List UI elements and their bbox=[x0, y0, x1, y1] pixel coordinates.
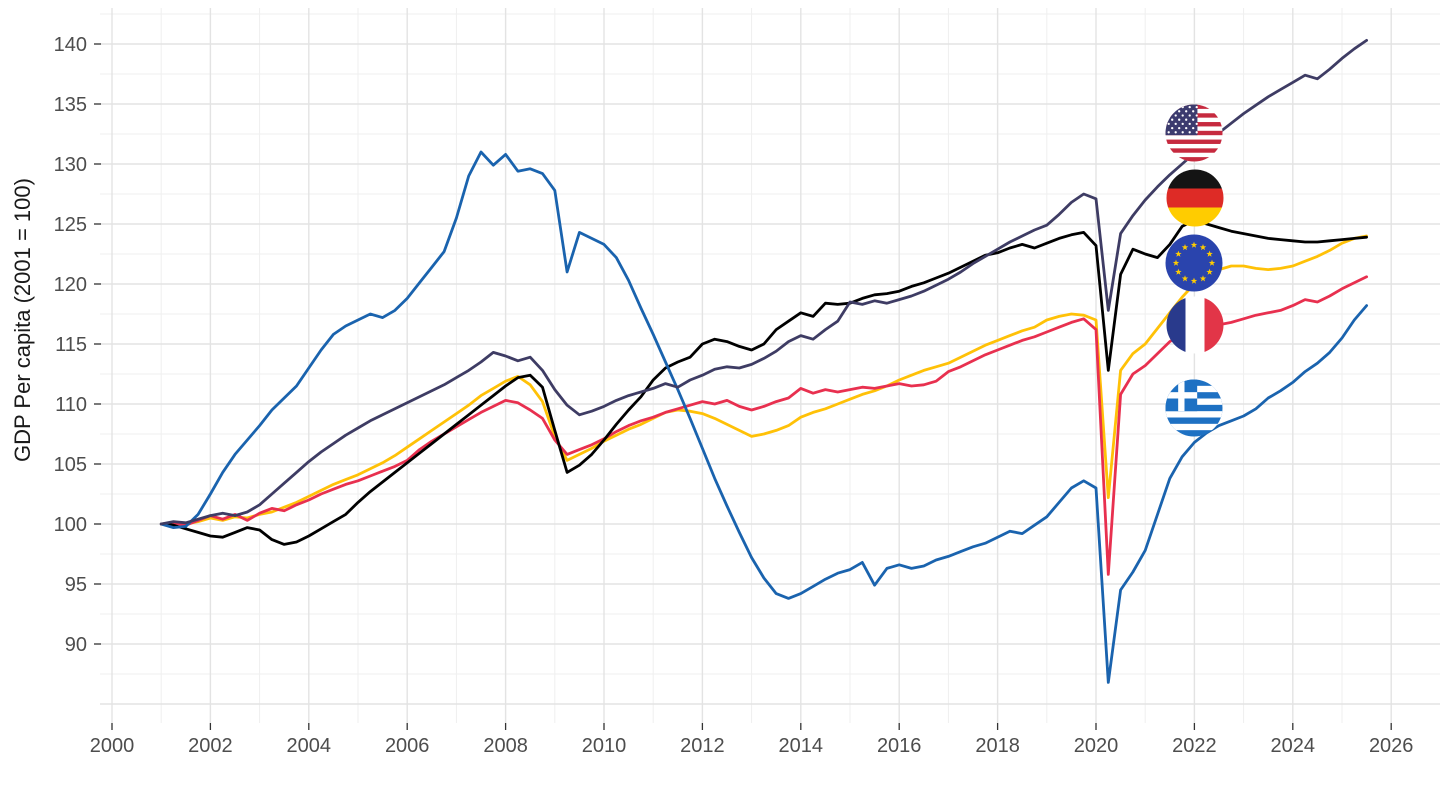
x-tick-label: 2000 bbox=[90, 735, 135, 757]
y-tick-label: 90 bbox=[65, 634, 87, 656]
star-shape bbox=[1175, 268, 1182, 275]
line-germany bbox=[159, 218, 1368, 546]
line-united-states bbox=[159, 39, 1368, 526]
x-tick-label: 2024 bbox=[1271, 735, 1316, 757]
x-tick-label: 2004 bbox=[287, 735, 332, 757]
line-france bbox=[159, 275, 1368, 576]
star-shape bbox=[1175, 250, 1182, 257]
x-tick-label: 2020 bbox=[1074, 735, 1119, 757]
axes: 2000 2002 2004 2006 2008 2010 2012 2014 2016 2018… bbox=[10, 34, 1413, 757]
star-shape bbox=[1206, 250, 1213, 257]
france-flag-icon bbox=[1166, 296, 1224, 354]
eu-flag-icon bbox=[1165, 234, 1223, 292]
x-tick-label: 2010 bbox=[582, 735, 627, 757]
line-european-union bbox=[159, 234, 1368, 526]
star-shape bbox=[1199, 244, 1207, 251]
germany-flag-icon bbox=[1166, 169, 1224, 227]
x-tick-label: 2022 bbox=[1172, 735, 1217, 757]
y-axis-title: GDP Per capita (2001 = 100) bbox=[10, 178, 35, 462]
y-tick-label: 105 bbox=[54, 454, 87, 476]
y-tick-label: 130 bbox=[54, 154, 87, 176]
y-tick-label: 100 bbox=[54, 514, 87, 536]
star-shape bbox=[1208, 259, 1216, 266]
x-tick-label: 2018 bbox=[975, 735, 1020, 757]
greece-flag-icon bbox=[1165, 379, 1223, 437]
x-tick-label: 2002 bbox=[188, 735, 233, 757]
y-tick-label: 95 bbox=[65, 574, 87, 596]
x-tick-label: 2006 bbox=[385, 735, 430, 757]
y-tick-label: 115 bbox=[55, 334, 87, 356]
star-shape bbox=[1181, 244, 1189, 251]
star-shape bbox=[1199, 275, 1207, 282]
x-tick-label: 2026 bbox=[1369, 735, 1414, 757]
usa-flag-icon bbox=[1165, 104, 1223, 162]
y-tick-label: 135 bbox=[54, 94, 87, 116]
star-shape bbox=[1190, 241, 1198, 248]
star-shape bbox=[1181, 275, 1189, 282]
x-tick-label: 2012 bbox=[680, 735, 725, 757]
y-tick-label: 140 bbox=[54, 34, 87, 56]
line-greece bbox=[159, 150, 1368, 684]
x-tick-label: 2014 bbox=[779, 735, 824, 757]
y-tick-label: 110 bbox=[55, 394, 87, 416]
y-tick-label: 120 bbox=[54, 274, 87, 296]
star-shape bbox=[1206, 268, 1213, 275]
x-tick-label: 2008 bbox=[483, 735, 528, 757]
star-shape bbox=[1190, 277, 1198, 284]
x-tick-label: 2016 bbox=[877, 735, 922, 757]
star-shape bbox=[1172, 259, 1180, 266]
y-tick-label: 125 bbox=[54, 214, 87, 236]
